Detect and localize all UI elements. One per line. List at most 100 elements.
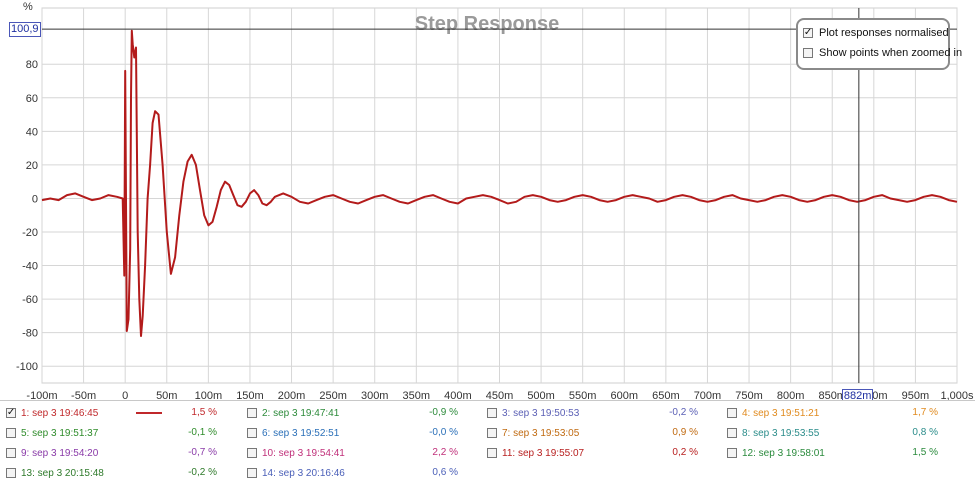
zoom-points-option[interactable]: Show points when zoomed in xyxy=(803,47,962,59)
legend-item[interactable]: ✓ 1: sep 3 19:46:45 xyxy=(6,404,98,422)
x-tick-label: 1,000s xyxy=(940,390,974,400)
legend-name: 6: sep 3 19:52:51 xyxy=(262,427,340,439)
step-response-chart[interactable]: -100m -50m 0 50m 100m 150m 200m 250m 300m 350m 400… xyxy=(0,0,975,400)
x-tick-label: 650m xyxy=(652,390,680,400)
legend-checkbox[interactable] xyxy=(487,448,497,458)
normalise-label: Plot responses normalised xyxy=(819,27,949,39)
chart-title: Step Response xyxy=(415,13,559,35)
x-tick-label: 400m xyxy=(444,390,472,400)
x-tick-label: 50m xyxy=(156,390,177,400)
x-tick-label: 300m xyxy=(361,390,389,400)
x-axis-ticks: -100m -50m 0 50m 100m 150m 200m 250m 300m 350m 400… xyxy=(26,390,974,400)
legend-name: 5: sep 3 19:51:37 xyxy=(21,427,99,439)
y-tick-label: 20 xyxy=(26,160,38,172)
measurement-legend: ✓ 1: sep 3 19:46:45 1,5 % 2: sep 3 19:47:41… xyxy=(0,400,975,483)
x-tick-label: 900m xyxy=(860,390,888,400)
legend-item[interactable]: 4: sep 3 19:51:21 xyxy=(727,404,819,422)
legend-name: 8: sep 3 19:53:55 xyxy=(742,427,820,439)
legend-item[interactable]: 10: sep 3 19:54:41 xyxy=(247,444,345,462)
legend-item[interactable]: 12: sep 3 19:58:01 xyxy=(727,444,825,462)
x-tick-label: 500m xyxy=(527,390,555,400)
legend-item[interactable]: 9: sep 3 19:54:20 xyxy=(6,444,98,462)
legend-name: 2: sep 3 19:47:41 xyxy=(262,407,340,419)
legend-item[interactable]: 6: sep 3 19:52:51 xyxy=(247,424,339,442)
legend-item[interactable]: 5: sep 3 19:51:37 xyxy=(6,424,98,442)
x-tick-label: 800m xyxy=(777,390,805,400)
legend-name: 11: sep 3 19:55:07 xyxy=(502,447,585,459)
zoom-points-label: Show points when zoomed in xyxy=(819,47,963,59)
legend-value: 0,8 % xyxy=(912,427,938,438)
normalise-option[interactable]: ✓ Plot responses normalised xyxy=(803,27,949,39)
legend-name: 3: sep 3 19:50:53 xyxy=(502,407,580,419)
legend-checkbox[interactable] xyxy=(6,428,16,438)
legend-item[interactable]: 8: sep 3 19:53:55 xyxy=(727,424,819,442)
legend-checkbox[interactable]: ✓ xyxy=(6,407,16,418)
x-tick-label: 950m xyxy=(902,390,930,400)
x-tick-label: 550m xyxy=(569,390,597,400)
legend-name: 9: sep 3 19:54:20 xyxy=(21,447,99,459)
y-tick-label: 40 xyxy=(26,126,38,138)
legend-checkbox[interactable] xyxy=(247,408,257,418)
legend-value: -0,2 % xyxy=(669,407,698,418)
x-tick-label: 850m xyxy=(818,390,846,400)
legend-checkbox[interactable] xyxy=(727,448,737,458)
legend-value: -0,7 % xyxy=(188,447,217,458)
legend-checkbox[interactable] xyxy=(247,428,257,438)
legend-name: 10: sep 3 19:54:41 xyxy=(262,447,345,459)
x-tick-label: 100m xyxy=(195,390,223,400)
legend-checkbox[interactable] xyxy=(6,468,16,478)
legend-checkbox[interactable] xyxy=(727,428,737,438)
series-line xyxy=(41,29,958,337)
legend-item[interactable]: 14: sep 3 20:16:46 xyxy=(247,464,345,482)
normalise-checkbox[interactable]: ✓ xyxy=(803,27,813,38)
legend-name: 4: sep 3 19:51:21 xyxy=(742,407,820,419)
y-tick-label: -40 xyxy=(22,261,38,273)
legend-item[interactable]: 13: sep 3 20:15:48 xyxy=(6,464,104,482)
legend-value: 2,2 % xyxy=(432,447,458,458)
legend-value: -0,9 % xyxy=(429,407,458,418)
legend-value: 1,7 % xyxy=(912,407,938,418)
legend-name: 1: sep 3 19:46:45 xyxy=(21,407,99,419)
x-tick-label: 150m xyxy=(236,390,264,400)
legend-item[interactable]: 7: sep 3 19:53:05 xyxy=(487,424,579,442)
y-tick-label: -60 xyxy=(22,294,38,306)
legend-value: 0,6 % xyxy=(432,467,458,478)
legend-checkbox[interactable] xyxy=(487,428,497,438)
legend-name: 14: sep 3 20:16:46 xyxy=(262,467,345,479)
legend-name: 7: sep 3 19:53:05 xyxy=(502,427,580,439)
legend-checkbox[interactable] xyxy=(247,448,257,458)
legend-checkbox[interactable] xyxy=(6,448,16,458)
y-tick-label: -80 xyxy=(22,328,38,340)
x-tick-label: 750m xyxy=(735,390,763,400)
legend-value: -0,2 % xyxy=(188,467,217,478)
legend-item[interactable]: 2: sep 3 19:47:41 xyxy=(247,404,339,422)
x-tick-label: 450m xyxy=(486,390,514,400)
x-tick-label: 350m xyxy=(403,390,431,400)
y-tick-label: -100 xyxy=(16,361,38,373)
legend-checkbox[interactable] xyxy=(727,408,737,418)
legend-line-swatch xyxy=(136,412,162,414)
legend-checkbox[interactable] xyxy=(247,468,257,478)
legend-value: 0,9 % xyxy=(672,427,698,438)
legend-value: 1,5 % xyxy=(912,447,938,458)
legend-value: -0,0 % xyxy=(429,427,458,438)
grid xyxy=(41,7,958,384)
y-axis-ticks: -100 -80 -60 -40 -20 0 20 40 60 80 xyxy=(16,59,38,373)
zoom-points-checkbox[interactable] xyxy=(803,48,813,58)
legend-checkbox[interactable] xyxy=(487,408,497,418)
x-tick-label: 0 xyxy=(122,390,128,400)
series-layer xyxy=(41,29,958,337)
legend-item[interactable]: 11: sep 3 19:55:07 xyxy=(487,444,584,462)
y-axis-unit: % xyxy=(23,1,33,13)
legend-value: 0,2 % xyxy=(672,447,698,458)
x-tick-label: -100m xyxy=(26,390,57,400)
y-tick-label: -20 xyxy=(22,227,38,239)
y-tick-label: 80 xyxy=(26,59,38,71)
legend-value: -0,1 % xyxy=(188,427,217,438)
x-tick-label: 200m xyxy=(278,390,306,400)
x-tick-label: -50m xyxy=(71,390,96,400)
plot-options-panel: ✓ Plot responses normalised Show points … xyxy=(796,18,962,70)
legend-name: 12: sep 3 19:58:01 xyxy=(742,447,825,459)
cursor-y-readout: 100,9 xyxy=(9,22,41,38)
legend-item[interactable]: 3: sep 3 19:50:53 xyxy=(487,404,579,422)
